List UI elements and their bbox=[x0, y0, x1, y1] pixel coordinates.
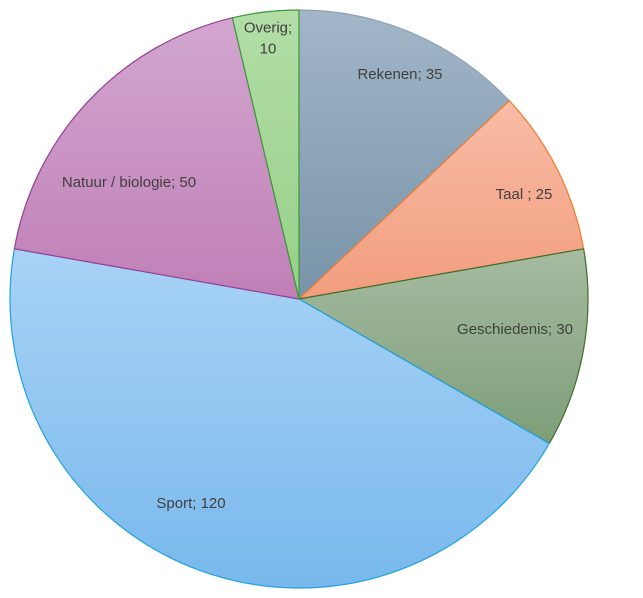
data-label-sport: Sport; 120 bbox=[156, 495, 225, 512]
data-label-natuur-biologie: Natuur / biologie; 50 bbox=[62, 174, 196, 191]
pie-slice-rekenen bbox=[298, 9, 510, 300]
data-label-taal: Taal ; 25 bbox=[496, 186, 553, 203]
pie-slice-overig bbox=[231, 9, 300, 300]
data-label-rekenen: Rekenen; 35 bbox=[357, 66, 442, 83]
pie-slice-taal bbox=[298, 100, 585, 300]
data-label-geschiedenis: Geschiedenis; 30 bbox=[457, 321, 573, 338]
pie-slice-natuur-biologie bbox=[13, 17, 300, 300]
pie-slices bbox=[9, 9, 589, 589]
pie-slice-geschiedenis bbox=[298, 248, 589, 445]
pie-slice-sport bbox=[9, 248, 550, 589]
data-label-overig: Overig; 10 bbox=[244, 20, 292, 58]
pie-labels: Rekenen; 35 Taal ; 25 Geschiedenis; 30 Spor… bbox=[62, 20, 573, 513]
